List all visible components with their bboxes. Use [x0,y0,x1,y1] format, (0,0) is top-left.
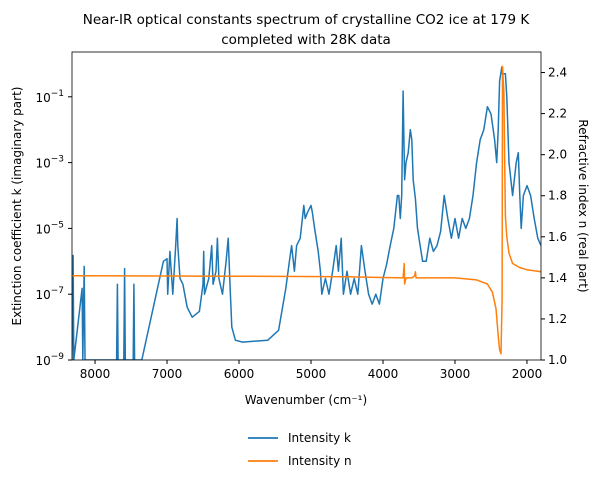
y2-tick-label: 2.2 [548,107,567,121]
axes-frame [71,51,542,361]
y2-tick-label: 1.6 [548,230,567,244]
y-tick-base: 10 [35,157,50,171]
x-tick-label: 2000 [512,367,543,381]
y2-tick-label: 1.0 [548,353,567,367]
y2-axis-label: Refractive index n (real part) [576,119,590,292]
x-tick-label: 4000 [368,367,399,381]
series-line [72,65,541,355]
y-tick-base: 10 [35,354,50,368]
y-axis-label: Extinction coefficient k (imaginary part… [10,87,24,326]
y-tick-exponent: −3 [51,155,64,165]
y-tick-exponent: −5 [51,220,64,230]
legend-label: Intensity n [288,454,352,468]
y-tick-base: 10 [35,222,50,236]
y2-tick-label: 2.0 [548,148,567,162]
y-tick-label: 10−7 [35,286,64,302]
y2-tick-label: 1.8 [548,189,567,203]
series-line [72,66,541,360]
x-axis-label: Wavenumber (cm⁻¹) [245,393,367,407]
y-tick-base: 10 [35,91,50,105]
y-tick-exponent: −9 [51,352,65,362]
y2-tick-label: 2.4 [548,66,567,80]
y2-tick-label: 1.4 [548,271,567,285]
x-tick-label: 8000 [80,367,111,381]
y2-tick-label: 1.2 [548,312,567,326]
plot-area [72,65,541,360]
y-tick-label: 10−9 [35,352,64,368]
x-tick-label: 7000 [152,367,183,381]
x-tick-label: 6000 [224,367,255,381]
legend-label: Intensity k [288,431,351,445]
chart-title: Near-IR optical constants spectrum of cr… [83,12,531,28]
x-tick-label: 3000 [440,367,471,381]
x-tick-label: 5000 [296,367,327,381]
y-tick-exponent: −1 [51,89,64,99]
y-tick-label: 10−1 [35,89,64,105]
chart-title: completed with 28K data [221,32,391,48]
y-tick-label: 10−5 [35,220,64,236]
y-tick-base: 10 [35,288,50,302]
y-tick-exponent: −7 [51,286,64,296]
y-tick-label: 10−3 [35,155,64,171]
